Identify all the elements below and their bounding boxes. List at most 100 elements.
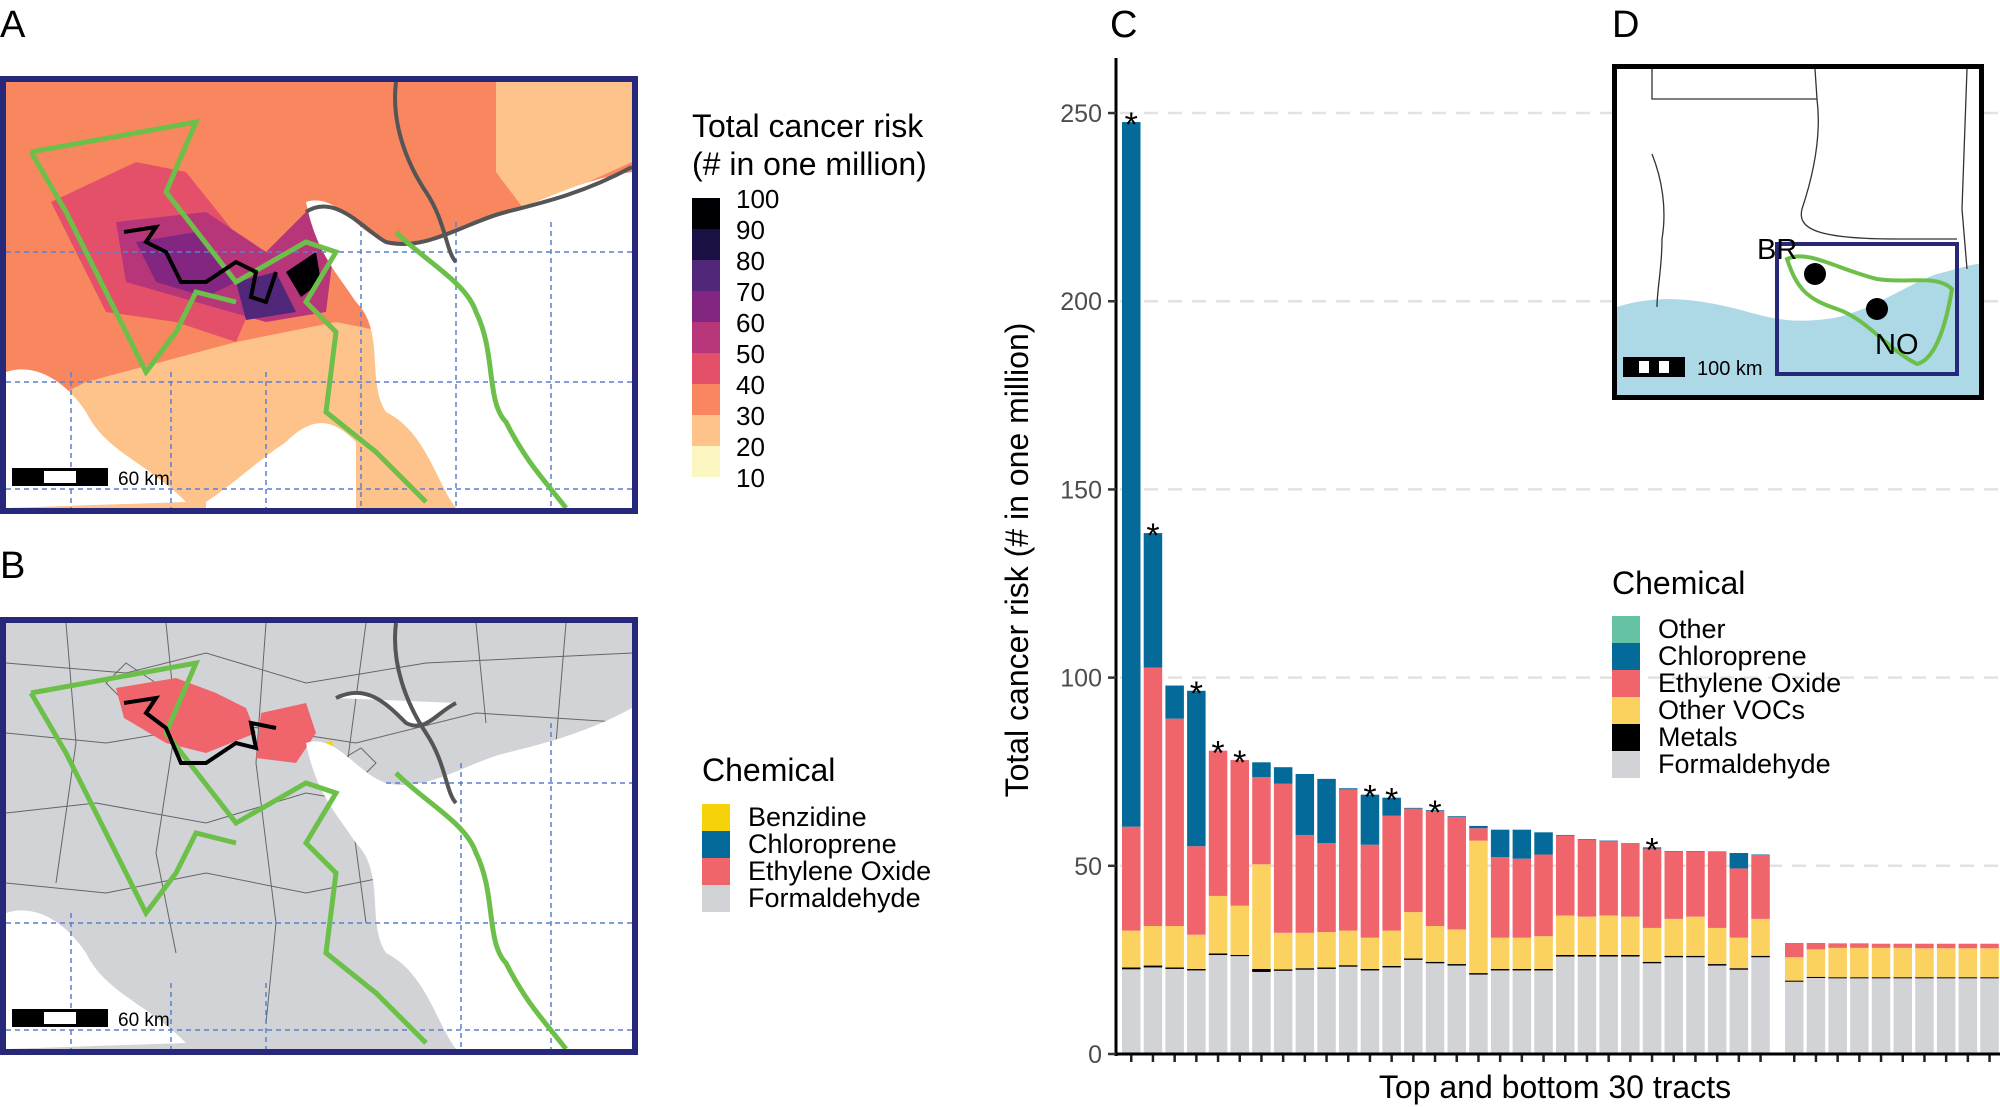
significance-star: * bbox=[1645, 831, 1658, 869]
bar-segment-metals bbox=[1980, 977, 1999, 979]
bar-segment-metals bbox=[1828, 977, 1847, 979]
bar-segment-ethylene-oxide bbox=[1577, 839, 1597, 917]
bar-segment-other-vocs bbox=[1512, 937, 1532, 969]
scale-bar: 100 km bbox=[1623, 357, 1763, 380]
bar-segment-metals bbox=[1490, 968, 1510, 971]
bar-segment-metals bbox=[1642, 961, 1662, 964]
bar-segment-formaldehyde bbox=[1122, 969, 1141, 1054]
bar-segment-other-vocs bbox=[1339, 930, 1358, 966]
chemical-legend-c-swatch bbox=[1612, 670, 1640, 697]
bar-segment-metals bbox=[1556, 955, 1575, 957]
bar-segment-metals bbox=[1534, 968, 1553, 971]
panel-label-b: B bbox=[0, 545, 26, 587]
chemical-legend-b-item: Benzidine bbox=[702, 802, 867, 833]
chemical-legend-c-item: Metals bbox=[1612, 722, 1738, 753]
chemical-legend-b-item: Formaldehyde bbox=[702, 883, 921, 914]
chemical-legend-c-item: Other VOCs bbox=[1612, 695, 1805, 726]
study-area-box bbox=[1775, 242, 1959, 376]
y-axis-label: Total cancer risk (# in one million) bbox=[999, 323, 1035, 798]
chemical-legend-c-label: Other bbox=[1658, 614, 1726, 644]
chemical-legend-c-item: Other bbox=[1612, 614, 1726, 645]
bar-segment-metals bbox=[1447, 964, 1466, 966]
significance-star: * bbox=[1146, 517, 1159, 555]
y-tick-label: 250 bbox=[1060, 100, 1102, 128]
risk-legend-swatch bbox=[692, 198, 720, 229]
bar-segment-chloroprene bbox=[1425, 810, 1445, 811]
bar-segment-ethylene-oxide bbox=[1295, 834, 1315, 933]
bar-segment-formaldehyde bbox=[1958, 978, 1978, 1054]
bar-segment-other-vocs bbox=[1317, 932, 1336, 968]
bar-segment-other-vocs bbox=[1490, 937, 1510, 969]
bar-segment-other-vocs bbox=[1893, 947, 1912, 978]
bar-segment-chloroprene bbox=[1382, 797, 1401, 816]
bar-segment-chloroprene bbox=[1664, 851, 1683, 852]
bar-segment-chloroprene bbox=[1404, 807, 1423, 809]
bar-segment-other-vocs bbox=[1599, 915, 1618, 956]
bar-segment-chloroprene bbox=[1295, 773, 1315, 835]
bar-segment-other-vocs bbox=[1295, 932, 1315, 969]
bar-segment-formaldehyde bbox=[1339, 966, 1358, 1054]
risk-legend-swatch bbox=[692, 229, 720, 260]
bar-segment-ethylene-oxide bbox=[1785, 942, 1804, 958]
bar-segment-ethylene-oxide bbox=[1469, 828, 1488, 841]
bar-segment-ethylene-oxide bbox=[1751, 854, 1770, 919]
bar-segment-ethylene-oxide bbox=[1404, 808, 1423, 913]
scale-bar-label: 60 km bbox=[118, 469, 170, 490]
bar-segment-metals bbox=[1664, 955, 1683, 958]
region-outline-green bbox=[1784, 254, 1955, 367]
y-tick-label: 200 bbox=[1060, 288, 1102, 316]
risk-legend-label: 30 bbox=[736, 401, 765, 431]
bar-segment-formaldehyde bbox=[1893, 978, 1912, 1054]
bar-segment-other-vocs bbox=[1230, 905, 1249, 956]
chemical-legend-c-label: Ethylene Oxide bbox=[1658, 668, 1842, 698]
bar-segment-metals bbox=[1339, 965, 1358, 967]
risk-legend-label: 50 bbox=[736, 339, 765, 369]
chemical-legend-b-label: Benzidine bbox=[748, 802, 867, 832]
bar-segment-formaldehyde bbox=[1360, 970, 1380, 1054]
bar-segment-formaldehyde bbox=[1490, 970, 1510, 1054]
bar-segment-formaldehyde bbox=[1577, 956, 1597, 1054]
map-d-canvas: BR NO 100 km bbox=[1617, 69, 1979, 395]
chemical-legend-c-title: Chemical bbox=[1612, 565, 1746, 601]
bar-segment-metals bbox=[1599, 955, 1618, 957]
bar-segment-metals bbox=[1208, 953, 1228, 956]
bar-segment-chloroprene bbox=[1751, 854, 1770, 856]
risk-legend-label: 40 bbox=[736, 370, 765, 400]
map-b-canvas: 60 km bbox=[6, 623, 632, 1049]
bar-segment-formaldehyde bbox=[1936, 978, 1956, 1054]
water-south bbox=[206, 423, 356, 508]
bar-segment-chloroprene bbox=[1339, 788, 1358, 790]
bar-segment-ethylene-oxide bbox=[1252, 776, 1271, 865]
chemical-legend-c-label: Other VOCs bbox=[1658, 695, 1806, 725]
x-axis-label: Top and bottom 30 tracts bbox=[1379, 1069, 1731, 1105]
scale-bar-label: 60 km bbox=[118, 1010, 170, 1031]
bar-segment-chloroprene bbox=[1642, 847, 1662, 849]
significance-star: * bbox=[1211, 735, 1224, 773]
bar-segment-formaldehyde bbox=[1664, 957, 1683, 1054]
chemical-legend-b-title: Chemical bbox=[702, 752, 836, 788]
bar-segment-ethylene-oxide bbox=[1512, 858, 1532, 938]
bar-segment-formaldehyde bbox=[1642, 963, 1662, 1054]
water-east bbox=[306, 708, 632, 1049]
bar-segment-other-vocs bbox=[1425, 926, 1445, 962]
bar-segment-other-vocs bbox=[1556, 915, 1575, 956]
chemical-legend-c-swatch bbox=[1612, 643, 1640, 670]
bar-segment-other-vocs bbox=[1382, 930, 1401, 966]
chemical-legend-c-item: Chloroprene bbox=[1612, 641, 1807, 672]
bar-segment-ethylene-oxide bbox=[1122, 826, 1141, 931]
bar-segment-chloroprene bbox=[1252, 762, 1271, 777]
bar-segment-chloroprene bbox=[1273, 767, 1293, 784]
bar-segment-formaldehyde bbox=[1208, 955, 1228, 1054]
risk-legend-label: 100 bbox=[736, 184, 780, 214]
bar-segment-chloroprene bbox=[1512, 829, 1532, 859]
city-label-no: NO bbox=[1875, 329, 1919, 361]
bar-segment-ethylene-oxide bbox=[1230, 760, 1249, 906]
bar-segment-other-vocs bbox=[1828, 947, 1847, 978]
city-dot-no bbox=[1866, 298, 1888, 320]
bar-segment-chloroprene bbox=[1317, 778, 1336, 844]
bar-segment-ethylene-oxide bbox=[1425, 810, 1445, 927]
bar-segment-formaldehyde bbox=[1425, 963, 1445, 1054]
bar-segment-ethylene-oxide bbox=[1143, 667, 1163, 927]
bar-segment-other-vocs bbox=[1469, 840, 1488, 974]
bar-segment-formaldehyde bbox=[1599, 956, 1618, 1054]
